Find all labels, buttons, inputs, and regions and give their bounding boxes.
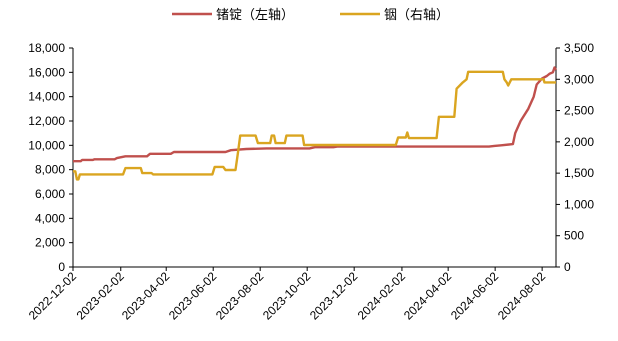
- series-line-indium: [73, 70, 556, 181]
- x-tick-label: 2022-12-02: [26, 269, 80, 323]
- right-tick-label: 1,000: [564, 197, 594, 211]
- left-tick-label: 6,000: [35, 187, 65, 201]
- axes: [72, 48, 557, 268]
- x-tick-label: 2023-12-02: [307, 269, 361, 323]
- left-tick-label: 2,000: [35, 236, 65, 250]
- left-tick-label: 18,000: [28, 41, 65, 55]
- left-tick-label: 8,000: [35, 163, 65, 177]
- x-tick-label: 2024-06-02: [448, 269, 502, 323]
- left-tick-label: 16,000: [28, 65, 65, 79]
- right-tick-label: 3,500: [564, 41, 594, 55]
- legend: 锗锭（左轴） 铟（右轴）: [172, 8, 449, 23]
- right-tick-label: 2,500: [564, 104, 594, 118]
- x-tick-label: 2023-06-02: [166, 269, 220, 323]
- series-layer: [73, 66, 558, 181]
- left-tick-label: 10,000: [28, 138, 65, 152]
- x-tick-label: 2023-04-02: [119, 269, 173, 323]
- series-line-germanium: [73, 66, 558, 163]
- x-tick-label: 2024-02-02: [355, 269, 409, 323]
- left-tick-label: 4,000: [35, 211, 65, 225]
- x-tick-label: 2023-08-02: [213, 269, 267, 323]
- legend-label-germanium: 锗锭（左轴）: [216, 8, 294, 23]
- left-tick-label: 14,000: [28, 90, 65, 104]
- right-tick-label: 1,500: [564, 166, 594, 180]
- x-tick-label: 2023-02-02: [74, 269, 128, 323]
- right-tick-label: 3,000: [564, 72, 594, 86]
- right-tick-label: 500: [564, 229, 584, 243]
- right-tick-label: 2,000: [564, 135, 594, 149]
- left-tick-label: 12,000: [28, 114, 65, 128]
- left-tick-label: 0: [58, 260, 65, 274]
- x-tick-label: 2024-08-02: [495, 269, 549, 323]
- x-tick-label: 2023-10-02: [260, 269, 314, 323]
- x-tick-label: 2024-04-02: [401, 269, 455, 323]
- legend-label-indium: 铟（右轴）: [384, 8, 449, 23]
- right-tick-label: 0: [564, 260, 571, 274]
